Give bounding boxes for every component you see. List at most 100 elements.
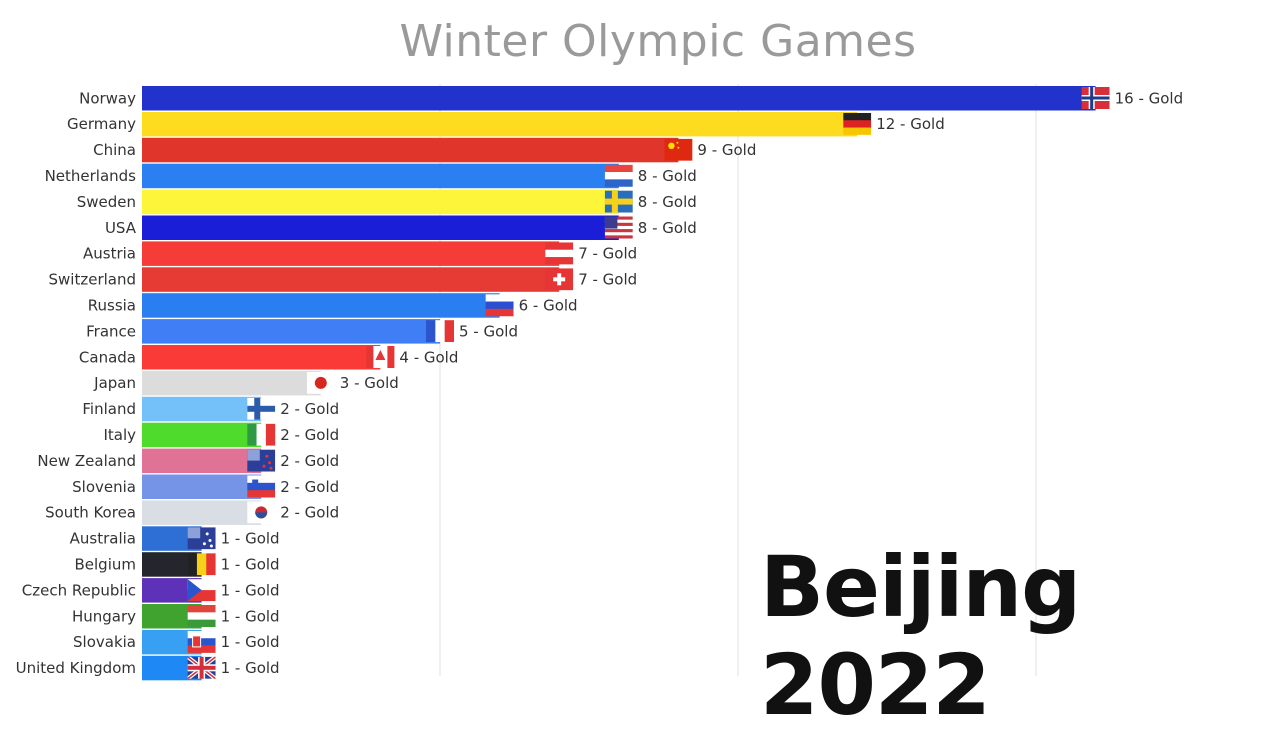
value-label: 3 - Gold bbox=[340, 374, 399, 392]
value-label: 8 - Gold bbox=[638, 193, 697, 211]
bars-group: Norway 16 - Gold Germany 12 - Gold China 9 - … bbox=[16, 86, 1183, 681]
category-label: Norway bbox=[79, 89, 136, 107]
bar-row-norway: Norway 16 - Gold bbox=[79, 86, 1183, 111]
period-label: Beijing 2022 bbox=[760, 538, 1081, 734]
south-korea-flag bbox=[247, 501, 276, 524]
bar-new-zealand bbox=[142, 448, 262, 474]
bar-row-canada: Canada 4 - Gold bbox=[79, 345, 458, 370]
france-flag bbox=[426, 320, 454, 343]
china-flag bbox=[664, 138, 693, 161]
category-label: Japan bbox=[93, 374, 136, 392]
bar-row-germany: Germany 12 - Gold bbox=[67, 111, 945, 137]
value-label: 8 - Gold bbox=[638, 167, 697, 185]
bar-row-russia: Russia 6 - Gold bbox=[88, 293, 578, 318]
bar-row-united-kingdom: United Kingdom 1 - Gold bbox=[16, 655, 280, 681]
bar-row-australia: Australia 1 - Gold bbox=[70, 526, 280, 551]
bar-row-belgium: Belgium 1 - Gold bbox=[75, 552, 280, 577]
value-label: 1 - Gold bbox=[221, 659, 280, 677]
category-label: Belgium bbox=[75, 555, 137, 573]
bar-row-hungary: Hungary 1 - Gold bbox=[72, 604, 280, 629]
usa-flag bbox=[604, 216, 633, 239]
new-zealand-flag bbox=[247, 449, 276, 472]
czech-republic-flag bbox=[187, 579, 216, 602]
category-label: Austria bbox=[83, 245, 136, 263]
category-label: Germany bbox=[67, 115, 136, 133]
category-label: China bbox=[93, 141, 136, 159]
bar-south-korea bbox=[142, 500, 262, 525]
switzerland-flag bbox=[545, 268, 574, 291]
category-label: Czech Republic bbox=[22, 581, 136, 599]
japan-flag bbox=[306, 371, 335, 394]
bar-row-slovakia: Slovakia 1 - Gold bbox=[73, 629, 280, 655]
russia-flag bbox=[485, 294, 514, 317]
bar-china bbox=[142, 137, 679, 163]
category-label: Netherlands bbox=[45, 167, 137, 185]
slovenia-flag bbox=[247, 475, 276, 498]
norway-flag bbox=[1081, 87, 1110, 109]
united-kingdom-flag bbox=[187, 656, 216, 679]
value-label: 2 - Gold bbox=[280, 478, 339, 496]
bar-austria bbox=[142, 241, 560, 266]
value-label: 7 - Gold bbox=[578, 245, 637, 263]
value-label: 16 - Gold bbox=[1115, 89, 1184, 107]
finland-flag bbox=[247, 397, 276, 420]
value-label: 4 - Gold bbox=[399, 348, 458, 366]
bar-row-new-zealand: New Zealand 2 - Gold bbox=[37, 448, 339, 474]
category-label: South Korea bbox=[45, 504, 136, 522]
category-label: Sweden bbox=[77, 193, 136, 211]
bar-usa bbox=[142, 215, 619, 240]
value-label: 5 - Gold bbox=[459, 322, 518, 340]
category-label: Italy bbox=[103, 426, 136, 444]
bar-row-netherlands: Netherlands 8 - Gold bbox=[45, 163, 697, 189]
value-label: 2 - Gold bbox=[280, 452, 339, 470]
value-label: 8 - Gold bbox=[638, 219, 697, 237]
bar-row-finland: Finland 2 - Gold bbox=[82, 396, 339, 422]
germany-flag bbox=[843, 112, 872, 135]
category-label: Slovenia bbox=[72, 478, 136, 496]
bar-row-slovenia: Slovenia 2 - Gold bbox=[72, 474, 339, 499]
category-label: Hungary bbox=[72, 607, 136, 625]
italy-flag bbox=[247, 423, 276, 446]
austria-flag bbox=[545, 242, 574, 265]
bar-norway bbox=[142, 86, 1096, 111]
australia-flag bbox=[187, 527, 216, 550]
bar-row-japan: Japan 3 - Gold bbox=[93, 370, 399, 396]
value-label: 12 - Gold bbox=[876, 115, 945, 133]
category-label: Finland bbox=[82, 400, 136, 418]
bar-row-austria: Austria 7 - Gold bbox=[83, 241, 637, 266]
chart-title: Winter Olympic Games bbox=[399, 16, 917, 67]
bar-row-france: France 5 - Gold bbox=[86, 319, 518, 344]
bar-row-usa: USA 8 - Gold bbox=[105, 215, 697, 240]
bar-row-italy: Italy 2 - Gold bbox=[103, 422, 339, 448]
bar-row-sweden: Sweden 8 - Gold bbox=[77, 189, 697, 215]
value-label: 6 - Gold bbox=[519, 296, 578, 314]
category-label: USA bbox=[105, 219, 137, 237]
bar-italy bbox=[142, 422, 262, 448]
category-label: Russia bbox=[88, 296, 136, 314]
bar-france bbox=[142, 319, 440, 344]
bar-row-south-korea: South Korea 2 - Gold bbox=[45, 500, 339, 525]
value-label: 1 - Gold bbox=[221, 555, 280, 573]
category-label: New Zealand bbox=[37, 452, 136, 470]
bar-finland bbox=[142, 396, 262, 422]
value-label: 1 - Gold bbox=[221, 607, 280, 625]
belgium-flag bbox=[187, 553, 216, 576]
value-label: 2 - Gold bbox=[280, 426, 339, 444]
hungary-flag bbox=[187, 605, 216, 627]
bar-sweden bbox=[142, 189, 619, 215]
bar-row-czech-republic: Czech Republic 1 - Gold bbox=[22, 578, 280, 603]
bar-netherlands bbox=[142, 163, 619, 189]
value-label: 1 - Gold bbox=[221, 581, 280, 599]
netherlands-flag bbox=[604, 164, 633, 187]
bar-germany bbox=[142, 111, 858, 137]
value-label: 2 - Gold bbox=[280, 504, 339, 522]
value-label: 1 - Gold bbox=[221, 530, 280, 548]
bar-row-switzerland: Switzerland 7 - Gold bbox=[49, 267, 637, 292]
bar-japan bbox=[142, 370, 321, 396]
value-label: 7 - Gold bbox=[578, 271, 637, 289]
category-label: Switzerland bbox=[49, 271, 137, 289]
category-label: Slovakia bbox=[73, 633, 136, 651]
value-label: 2 - Gold bbox=[280, 400, 339, 418]
bar-russia bbox=[142, 293, 500, 318]
